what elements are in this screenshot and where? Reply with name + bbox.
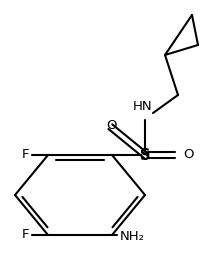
Text: HN: HN: [133, 100, 152, 113]
Text: O: O: [182, 149, 193, 161]
Text: O: O: [106, 119, 117, 132]
Text: S: S: [139, 148, 150, 163]
Text: F: F: [21, 229, 29, 241]
Text: NH₂: NH₂: [119, 230, 144, 244]
Text: F: F: [21, 149, 29, 161]
